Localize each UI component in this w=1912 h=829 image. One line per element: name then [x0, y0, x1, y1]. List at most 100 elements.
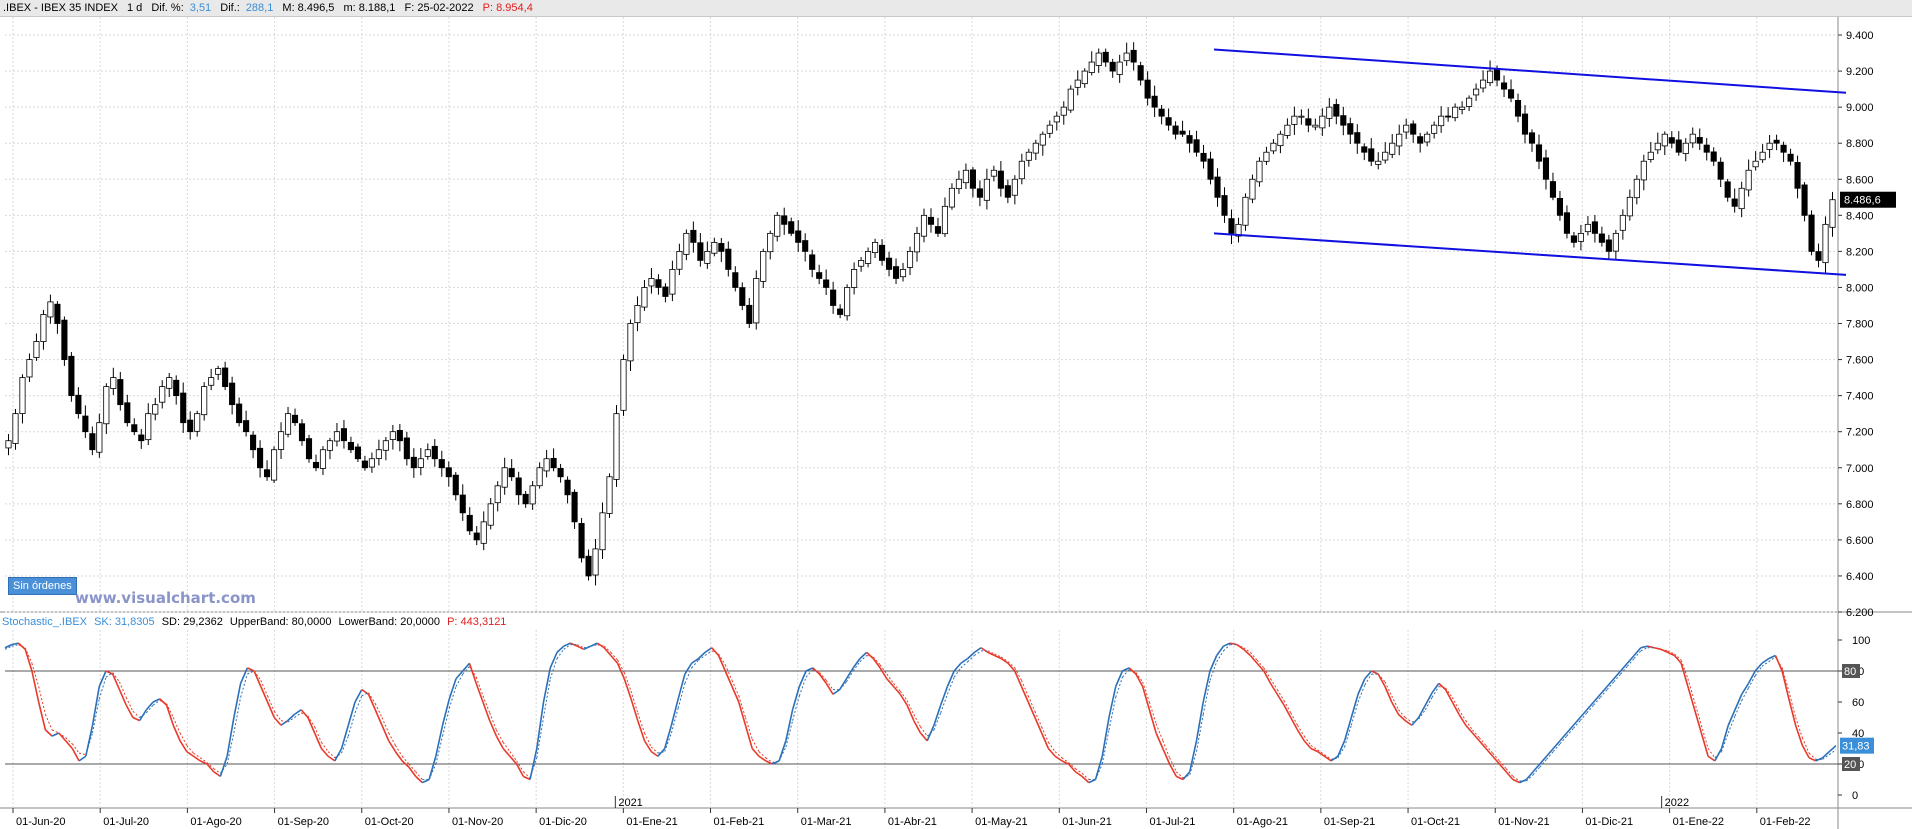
candle-body — [1745, 169, 1752, 191]
stoch-sd-segment — [1216, 650, 1224, 662]
stoch-sd-line — [4, 644, 1837, 782]
stoch-sd-segment — [913, 714, 921, 728]
stoch-sd-segment — [31, 663, 40, 687]
candle-body — [277, 431, 285, 450]
candle-body — [662, 286, 669, 297]
stoch-sk-segment — [1768, 654, 1776, 660]
stoch-sd-segment — [1398, 709, 1406, 718]
stoch-sk-segment — [798, 670, 807, 687]
stoch-sd-segment — [92, 698, 100, 734]
stoch-tick-label: 60 — [1852, 697, 1864, 709]
stoch-sk-segment — [1357, 678, 1366, 695]
stoch-sd-segment — [1606, 681, 1615, 690]
stoch-sd-segment — [1700, 725, 1709, 749]
candle-body — [1242, 196, 1249, 226]
stoch-sd-segment — [812, 668, 820, 674]
candle-body — [431, 445, 438, 460]
stoch-sk-segment — [84, 725, 94, 757]
stoch-sd-segment — [657, 751, 665, 754]
stoch-sk-segment — [415, 775, 423, 784]
candle-body — [844, 287, 851, 317]
stoch-sd-segment — [408, 763, 417, 773]
candle-body — [1584, 223, 1591, 233]
stoch-sk-segment — [71, 748, 80, 762]
stoch-sk-segment — [879, 667, 888, 680]
stoch-sd-segment — [112, 672, 120, 683]
stoch-sk-segment — [1579, 709, 1588, 719]
stoch-sk-segment — [1545, 747, 1554, 757]
year-label: 2021 — [618, 797, 642, 809]
stoch-sk-segment — [448, 678, 457, 700]
stoch-sd-segment — [435, 735, 444, 765]
stoch-sk-segment — [273, 716, 282, 726]
candle-body — [19, 377, 26, 415]
date-tick-label: 01-Nov-21 — [1498, 816, 1549, 828]
stoch-sd-segment — [1626, 658, 1635, 667]
stoch-sd-segment — [1680, 659, 1689, 679]
stoch-sk-segment — [1155, 732, 1164, 749]
candle-body — [159, 386, 166, 403]
candle-body — [166, 377, 173, 389]
stoch-sk-segment — [852, 658, 861, 669]
stoch-sd-segment — [597, 644, 605, 647]
stoch-sk-segment — [199, 760, 208, 765]
candle-body — [1354, 132, 1361, 144]
stoch-sk-segment — [751, 747, 760, 757]
candle-body — [885, 257, 893, 270]
stoch-sk-segment — [1404, 719, 1413, 726]
candle-body — [466, 514, 473, 532]
candle-body — [529, 485, 536, 505]
stoch-sk-segment — [818, 673, 827, 684]
last-price-label: 8.486,6 — [1844, 195, 1881, 207]
stoch-sd-segment — [341, 735, 349, 754]
stoch-sk-segment — [845, 667, 854, 680]
candle-body — [613, 413, 620, 480]
price-tick-label: 8.200 — [1846, 246, 1874, 258]
stoch-sd-segment — [1377, 673, 1386, 683]
timeframe: 1 d — [127, 2, 143, 14]
stoch-sk-segment — [1061, 760, 1069, 765]
date-tick-label: 01-Oct-20 — [365, 816, 414, 828]
stoch-sk-segment — [1633, 647, 1642, 657]
candle-body — [1773, 139, 1780, 144]
stoch-sk-segment — [475, 683, 484, 703]
stoch-sk-segment — [334, 748, 343, 762]
stoch-sk-segment — [515, 763, 525, 777]
stoch-sk-segment — [320, 747, 329, 757]
candle-body — [1081, 70, 1088, 85]
stoch-sk-segment — [1101, 717, 1110, 757]
candle-body — [1724, 181, 1731, 198]
stoch-sd-segment — [1808, 752, 1817, 760]
stoch-sk-segment — [1054, 755, 1063, 762]
candle-body — [690, 229, 697, 243]
candle-body — [284, 413, 292, 435]
stoch-sk-segment — [1330, 755, 1339, 762]
candle-body — [40, 314, 47, 342]
stoch-sd-segment — [374, 703, 383, 718]
stoch-sd-segment — [839, 681, 847, 690]
candle-body — [515, 477, 522, 496]
price-tick-label: 6.600 — [1846, 535, 1874, 547]
candle-body — [522, 493, 529, 505]
stoch-sd-segment — [1593, 697, 1601, 706]
stoch-sk-segment — [832, 688, 841, 695]
candle-body — [1717, 161, 1724, 180]
stoch-sk-segment — [172, 724, 181, 742]
stoch-sk-segment — [226, 717, 235, 757]
candle-body — [990, 169, 997, 177]
stoch-sd-segment — [1418, 709, 1426, 720]
stoch-sk-segment — [866, 651, 874, 660]
candle-body — [1088, 61, 1095, 73]
stoch-sk-segment — [1094, 756, 1104, 780]
candle-body — [1109, 61, 1116, 72]
stoch-sk-segment — [340, 725, 350, 749]
stoch-sd-segment — [240, 673, 248, 698]
price-tick-label: 9.400 — [1846, 30, 1874, 42]
stoch-sk-segment — [1249, 654, 1258, 664]
orders-button[interactable]: Sin órdenes — [8, 577, 77, 595]
stoch-sd-segment — [1674, 653, 1682, 661]
stoch-sd-segment — [778, 746, 787, 762]
date-tick-label: 01-Feb-22 — [1760, 816, 1811, 828]
stoch-sk-segment — [967, 651, 975, 660]
